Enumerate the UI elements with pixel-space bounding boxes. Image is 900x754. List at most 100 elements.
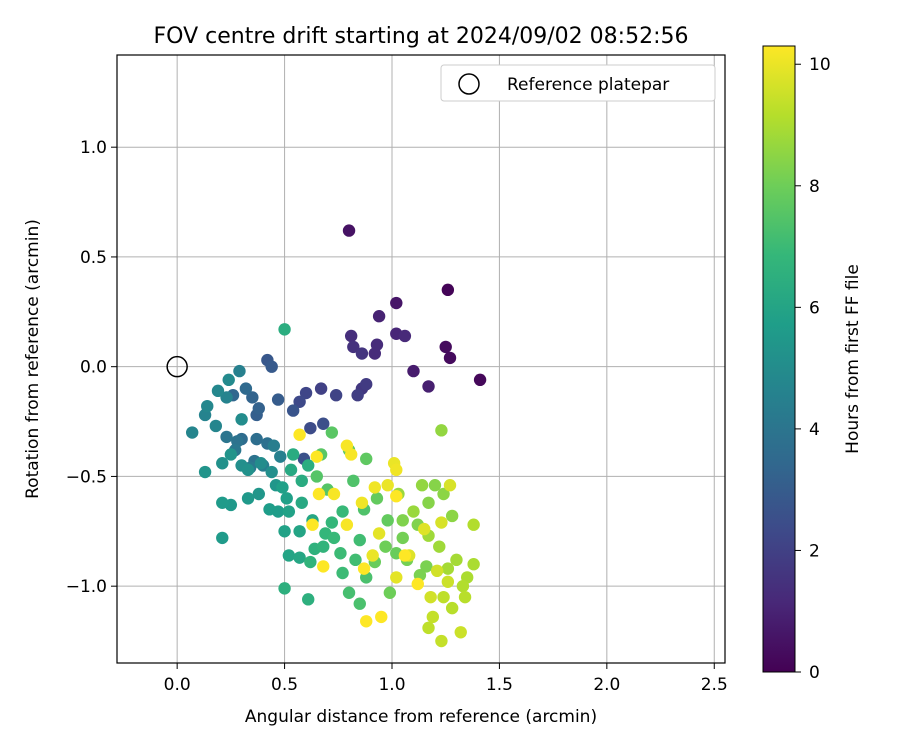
scatter-points — [185, 224, 487, 648]
data-point — [274, 450, 287, 463]
data-point — [278, 323, 291, 336]
data-point — [276, 481, 289, 494]
data-point — [293, 395, 306, 409]
data-point — [317, 540, 330, 553]
data-point — [302, 459, 315, 472]
data-point — [435, 516, 448, 529]
data-point — [407, 505, 420, 518]
data-point — [325, 516, 339, 529]
x-tick-label: 1.5 — [486, 675, 513, 695]
data-point — [435, 424, 448, 437]
chart-title: FOV centre drift starting at 2024/09/02 … — [154, 24, 689, 49]
data-point — [222, 373, 235, 387]
data-point — [355, 347, 369, 360]
data-point — [250, 432, 263, 446]
colorbar-tick-label: 4 — [809, 420, 820, 440]
data-point — [342, 224, 356, 237]
data-point — [381, 514, 394, 527]
data-point — [445, 509, 459, 523]
data-point — [278, 525, 291, 538]
data-point — [428, 479, 442, 492]
data-point — [216, 457, 229, 470]
data-point — [293, 551, 306, 564]
data-point — [302, 593, 315, 606]
data-point — [396, 514, 409, 527]
data-point — [368, 481, 382, 494]
data-point — [473, 373, 487, 387]
data-point — [372, 527, 386, 540]
data-point — [325, 426, 339, 439]
data-point — [467, 518, 480, 531]
data-point — [265, 360, 278, 373]
data-point — [342, 586, 356, 599]
x-tick-label: 0.5 — [271, 675, 298, 695]
data-point — [267, 439, 281, 452]
y-tick-label: −1.0 — [66, 577, 107, 597]
data-point — [334, 547, 347, 560]
data-point — [254, 457, 268, 470]
data-point — [456, 579, 470, 593]
data-point — [220, 430, 233, 444]
legend-label: Reference platepar — [507, 75, 669, 95]
data-point — [370, 492, 384, 505]
data-point — [368, 347, 382, 360]
y-tick-label: 0.0 — [80, 358, 107, 378]
plot-frame — [116, 54, 726, 664]
data-point — [398, 329, 412, 343]
x-axis-label: Angular distance from reference (arcmin) — [245, 707, 597, 727]
data-point — [443, 351, 457, 365]
data-point — [327, 531, 341, 545]
x-tick-label: 1.0 — [378, 675, 405, 695]
data-point — [381, 479, 394, 492]
y-tick-label: 1.0 — [80, 138, 107, 158]
data-point — [360, 378, 373, 391]
data-point — [220, 391, 233, 404]
data-point — [201, 399, 214, 413]
data-point — [271, 505, 285, 518]
data-point — [336, 505, 349, 518]
data-point — [439, 340, 452, 354]
data-point — [344, 448, 358, 461]
data-point — [310, 470, 324, 483]
grid — [117, 55, 725, 663]
data-point — [441, 562, 455, 575]
data-point — [282, 505, 296, 518]
data-point — [299, 386, 313, 400]
data-point — [467, 558, 480, 571]
data-point — [304, 421, 317, 435]
data-point — [211, 384, 225, 398]
data-point — [295, 474, 308, 488]
data-point — [282, 549, 296, 562]
data-point — [424, 590, 437, 604]
data-point — [329, 389, 343, 402]
data-point — [398, 549, 412, 562]
legend: Reference platepar — [440, 64, 716, 102]
reference-platepar-point — [166, 355, 188, 378]
data-point — [433, 540, 446, 553]
data-point — [420, 560, 433, 573]
data-point — [278, 582, 291, 595]
data-point — [372, 309, 386, 323]
y-tick-label: −0.5 — [66, 467, 107, 487]
data-point — [353, 597, 366, 610]
reference-marker — [166, 355, 188, 378]
data-point — [450, 553, 463, 567]
data-point — [252, 487, 265, 501]
data-point — [347, 340, 360, 354]
data-point — [271, 393, 285, 406]
x-tick-label: 2.0 — [593, 675, 620, 695]
data-point — [422, 380, 435, 393]
data-point — [295, 496, 308, 509]
data-point — [430, 564, 444, 578]
data-point — [441, 283, 455, 297]
data-point — [426, 610, 440, 624]
data-point — [198, 465, 212, 479]
colorbar-tick-label: 2 — [809, 541, 820, 561]
data-point — [445, 601, 459, 615]
data-point — [209, 419, 223, 433]
data-point — [310, 450, 324, 463]
data-point — [437, 590, 450, 604]
data-point — [375, 610, 388, 624]
